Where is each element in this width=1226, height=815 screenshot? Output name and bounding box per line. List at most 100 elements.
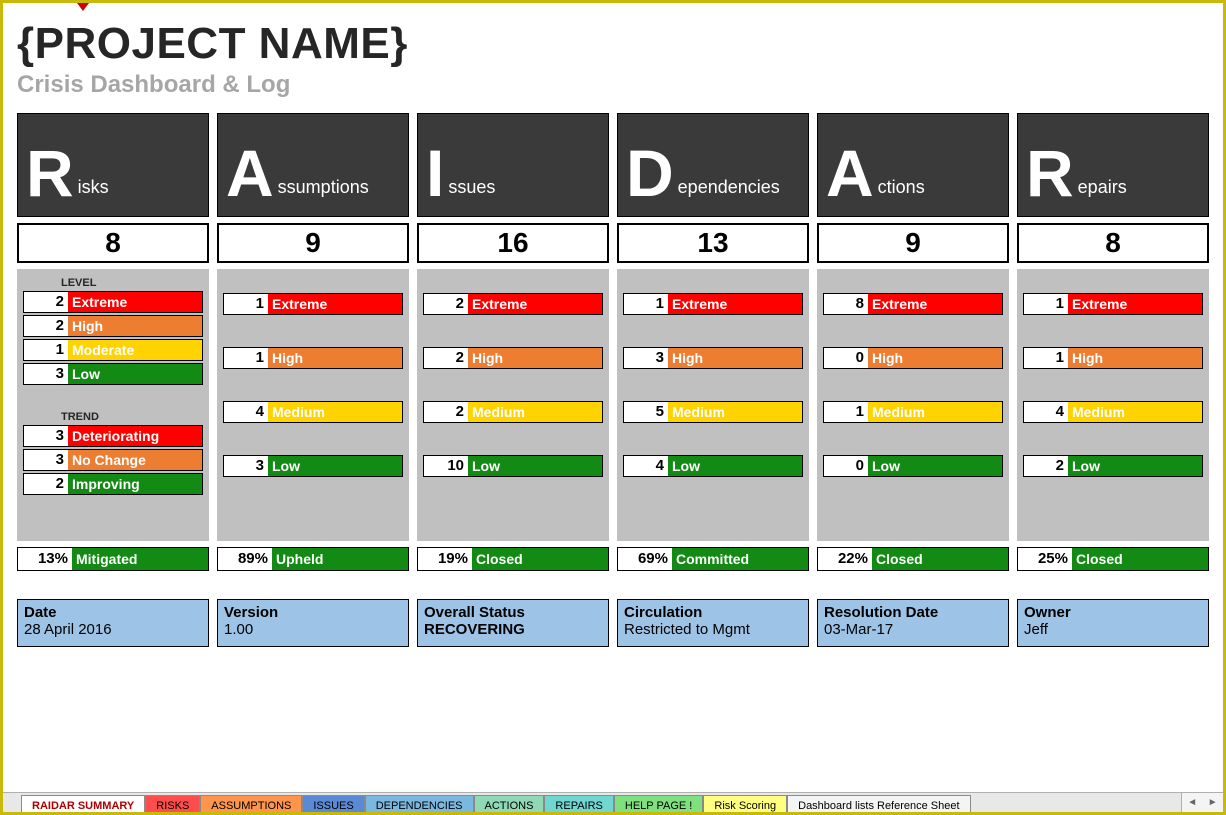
sheet-tab[interactable]: REPAIRS <box>544 795 613 812</box>
level-count: 2 <box>424 348 468 368</box>
column-letter: A <box>826 140 874 206</box>
level-row: 4Low <box>623 455 803 477</box>
sheet-tab-bar: RAIDAR SUMMARYRISKSASSUMPTIONSISSUESDEPE… <box>3 792 1223 812</box>
spacer <box>1023 425 1203 455</box>
page-subtitle: Crisis Dashboard & Log <box>17 71 1209 99</box>
footer-row: Date28 April 2016Version1.00Overall Stat… <box>17 599 1209 647</box>
sheet-tab[interactable]: ACTIONS <box>474 795 545 812</box>
column-count: 8 <box>17 223 209 263</box>
level-row: 0High <box>823 347 1003 369</box>
sheet-tab[interactable]: Dashboard lists Reference Sheet <box>787 795 970 812</box>
footer-cell: CirculationRestricted to Mgmt <box>617 599 809 647</box>
column-count: 9 <box>217 223 409 263</box>
level-label: Medium <box>668 402 802 422</box>
column-word-suffix: isks <box>74 177 109 206</box>
column-header: Actions <box>817 113 1009 217</box>
level-count: 1 <box>1024 294 1068 314</box>
spacer <box>1023 275 1203 293</box>
status-percent: 13% <box>18 548 72 570</box>
column-letter: R <box>1026 140 1074 206</box>
footer-value: RECOVERING <box>424 621 602 638</box>
level-row: 2Low <box>1023 455 1203 477</box>
level-count: 1 <box>824 402 868 422</box>
level-count: 4 <box>1024 402 1068 422</box>
level-count: 2 <box>24 316 68 336</box>
spacer <box>223 275 403 293</box>
column-word-suffix: ssues <box>444 177 495 206</box>
level-row: 1High <box>223 347 403 369</box>
level-label: Extreme <box>1068 294 1202 314</box>
level-label: Extreme <box>268 294 402 314</box>
column-word-suffix: ependencies <box>674 177 780 206</box>
level-count: 2 <box>24 292 68 312</box>
dashboard-sheet: {PROJECT NAME} Crisis Dashboard & Log Ri… <box>3 3 1223 647</box>
level-label: Extreme <box>468 294 602 314</box>
status-row: 13%Mitigated <box>17 547 209 571</box>
column-word-suffix: ssumptions <box>274 177 369 206</box>
level-label: No Change <box>68 450 202 470</box>
level-row: 1Extreme <box>1023 293 1203 315</box>
footer-key: Resolution Date <box>824 604 1002 621</box>
level-label: Medium <box>868 402 1002 422</box>
level-count: 2 <box>424 294 468 314</box>
status-row: 19%Closed <box>417 547 609 571</box>
level-row: 4Medium <box>223 401 403 423</box>
status-percent: 25% <box>1018 548 1072 570</box>
level-label: High <box>468 348 602 368</box>
tab-scroll-buttons[interactable]: ◄► <box>1181 793 1223 812</box>
status-row: 89%Upheld <box>217 547 409 571</box>
level-label: High <box>668 348 802 368</box>
level-count: 4 <box>224 402 268 422</box>
level-row: 3No Change <box>23 449 203 471</box>
sheet-tab[interactable]: HELP PAGE ! <box>614 795 703 812</box>
level-count: 1 <box>224 294 268 314</box>
sheet-tab[interactable]: ISSUES <box>302 795 364 812</box>
status-label: Closed <box>872 548 1008 570</box>
level-row: 2Extreme <box>23 291 203 313</box>
footer-value: 03-Mar-17 <box>824 621 1002 638</box>
sheet-tab[interactable]: DEPENDENCIES <box>365 795 474 812</box>
level-count: 8 <box>824 294 868 314</box>
level-count: 1 <box>1024 348 1068 368</box>
spacer <box>223 425 403 455</box>
column-count: 9 <box>817 223 1009 263</box>
level-row: 1High <box>1023 347 1203 369</box>
column-letter: R <box>26 140 74 206</box>
spacer <box>423 317 603 347</box>
status-percent: 89% <box>218 548 272 570</box>
footer-key: Date <box>24 604 202 621</box>
spacer <box>823 371 1003 401</box>
column-header: Risks <box>17 113 209 217</box>
sheet-tab[interactable]: Risk Scoring <box>703 795 787 812</box>
level-label: Moderate <box>68 340 202 360</box>
scroll-right-icon[interactable]: ► <box>1208 797 1218 808</box>
spacer <box>823 275 1003 293</box>
level-label: Low <box>668 456 802 476</box>
level-label: High <box>1068 348 1202 368</box>
column-header: Dependencies <box>617 113 809 217</box>
level-row: 1Medium <box>823 401 1003 423</box>
sheet-tab[interactable]: ASSUMPTIONS <box>200 795 302 812</box>
sheet-tab[interactable]: RISKS <box>145 795 200 812</box>
level-row: 2Extreme <box>423 293 603 315</box>
scroll-left-icon[interactable]: ◄ <box>1187 797 1197 808</box>
status-label: Mitigated <box>72 548 208 570</box>
footer-value: 1.00 <box>224 621 402 638</box>
raidar-column: Risks8LEVEL2Extreme2High1Moderate3LowTRE… <box>17 113 209 571</box>
level-label: High <box>68 316 202 336</box>
level-label: Low <box>868 456 1002 476</box>
status-label: Upheld <box>272 548 408 570</box>
footer-key: Circulation <box>624 604 802 621</box>
footer-value: Restricted to Mgmt <box>624 621 802 638</box>
column-count: 13 <box>617 223 809 263</box>
sheet-tab[interactable]: RAIDAR SUMMARY <box>21 795 145 812</box>
status-percent: 69% <box>618 548 672 570</box>
level-count: 3 <box>224 456 268 476</box>
footer-cell: OwnerJeff <box>1017 599 1209 647</box>
raidar-columns: Risks8LEVEL2Extreme2High1Moderate3LowTRE… <box>17 113 1209 571</box>
level-label: Low <box>1068 456 1202 476</box>
level-label: Medium <box>1068 402 1202 422</box>
level-count: 3 <box>24 364 68 384</box>
level-label: Extreme <box>668 294 802 314</box>
level-section-label: LEVEL <box>23 275 203 291</box>
